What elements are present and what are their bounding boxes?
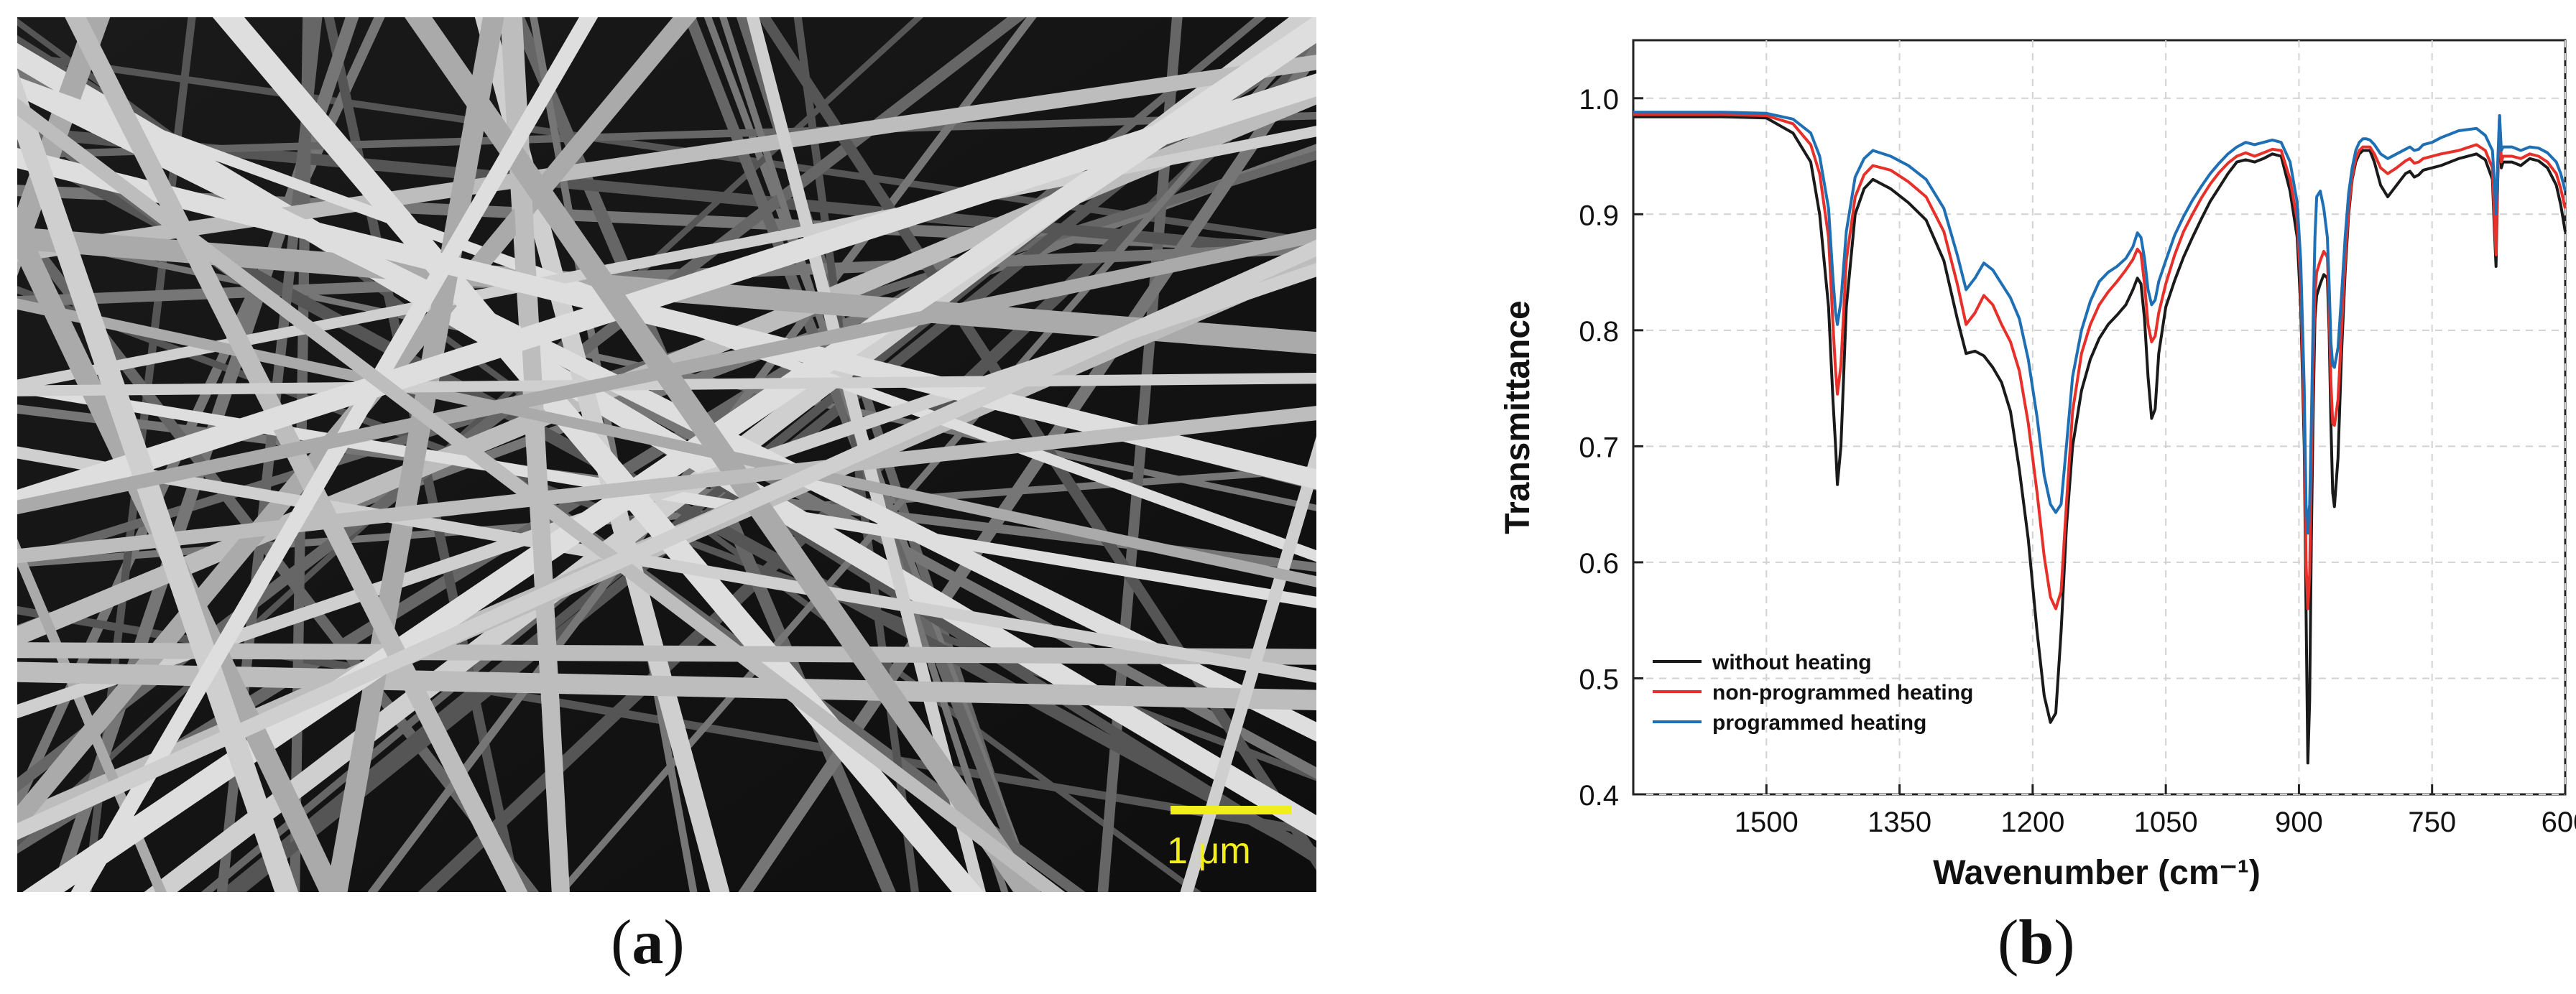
fiber bbox=[17, 208, 343, 892]
x-tick-label: 900 bbox=[2275, 807, 2323, 838]
y-tick-label: 0.4 bbox=[1579, 780, 1619, 812]
y-tick-label: 0.8 bbox=[1579, 316, 1619, 348]
fiber bbox=[1180, 436, 1316, 892]
fiber bbox=[17, 243, 1316, 307]
fiber bbox=[17, 661, 1316, 710]
legend-label: programmed heating bbox=[1712, 711, 1926, 735]
fiber bbox=[17, 17, 111, 277]
series-line-1 bbox=[1633, 113, 2567, 610]
fiber bbox=[70, 17, 599, 892]
caption-a-letter: a bbox=[632, 908, 664, 977]
x-tick-label: 1200 bbox=[2000, 807, 2064, 838]
fiber bbox=[17, 126, 1316, 391]
fiber bbox=[17, 406, 1316, 564]
fiber bbox=[17, 228, 1316, 515]
fiber bbox=[17, 446, 1316, 683]
x-tick-label: 750 bbox=[2408, 807, 2456, 838]
x-tick-label: 1050 bbox=[2134, 807, 2198, 838]
fiber bbox=[17, 17, 697, 835]
x-tick-label: 600 bbox=[2542, 807, 2576, 838]
sem-fibers-picture: 1 μm bbox=[17, 17, 1316, 892]
y-axis-label: Transmittance bbox=[1499, 300, 1537, 534]
y-tick-label: 0.5 bbox=[1579, 664, 1619, 695]
scale-bar: 1 μm bbox=[1167, 806, 1291, 872]
fiber bbox=[212, 17, 984, 892]
legend-label: non-programmed heating bbox=[1712, 681, 1973, 705]
fiber bbox=[17, 98, 1066, 892]
y-tick-label: 0.6 bbox=[1579, 548, 1619, 580]
sem-image: 1 μm bbox=[17, 17, 1316, 892]
fiber bbox=[326, 17, 504, 892]
fiber bbox=[17, 73, 1316, 513]
fiber bbox=[405, 17, 1041, 892]
ftir-chart: 0.4 0.5 0.6 0.7 0.8 0.9 1.0 1500 1350 1200 1050 900… bbox=[1486, 11, 2576, 902]
chart-svg: 0.4 0.5 0.6 0.7 0.8 0.9 1.0 1500 1350 1200 1050 900… bbox=[1499, 39, 2576, 892]
plot-frame bbox=[1632, 39, 2567, 796]
series-line-0 bbox=[1633, 114, 2567, 765]
scale-bar-label: 1 μm bbox=[1167, 830, 1251, 872]
fiber bbox=[17, 239, 1316, 840]
caption-b: (b) bbox=[1998, 908, 2075, 977]
caption-b-letter: b bbox=[2018, 908, 2054, 977]
y-tick-label: 0.9 bbox=[1579, 200, 1619, 231]
fiber bbox=[17, 55, 1316, 262]
x-tick-label: 1500 bbox=[1735, 807, 1799, 838]
x-axis-label: Wavenumber (cm⁻¹) bbox=[1933, 854, 2261, 892]
fiber bbox=[17, 298, 1316, 587]
scale-bar-line bbox=[1171, 806, 1291, 814]
caption-a: (a) bbox=[611, 908, 685, 977]
y-tick-label: 1.0 bbox=[1579, 84, 1619, 116]
series-line-2 bbox=[1633, 111, 2567, 535]
y-tick-label: 0.7 bbox=[1579, 432, 1619, 463]
x-tick-label: 1350 bbox=[1868, 807, 1931, 838]
fiber bbox=[17, 70, 299, 892]
legend-label: without heating bbox=[1712, 651, 1872, 674]
